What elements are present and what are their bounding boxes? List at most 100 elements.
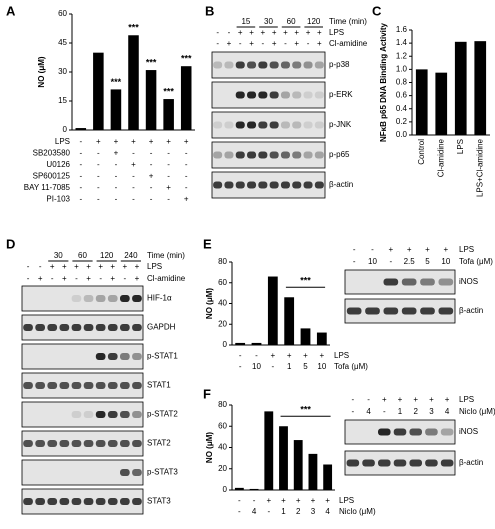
condition-sign: + xyxy=(398,395,403,404)
condition-sign: + xyxy=(135,274,140,283)
blot-band xyxy=(269,61,279,69)
bar xyxy=(264,411,274,490)
y-tick-label: 80 xyxy=(218,257,227,266)
condition-sign: + xyxy=(261,28,266,37)
blot-band xyxy=(71,411,82,418)
condition-name: U0126 xyxy=(46,160,70,169)
condition-sign: - xyxy=(307,39,310,48)
blot-band xyxy=(224,121,234,129)
blot-band xyxy=(346,307,362,315)
blot-band xyxy=(71,295,82,302)
blot-band xyxy=(247,151,257,159)
blot-frame xyxy=(344,298,456,324)
condition-sign: 1 xyxy=(287,362,292,371)
condition-sign: - xyxy=(239,362,242,371)
time-label: 15 xyxy=(241,17,250,26)
time-label: 60 xyxy=(78,251,87,260)
blot-band xyxy=(213,121,223,129)
condition-sign: - xyxy=(79,172,82,181)
condition-sign: 10 xyxy=(252,362,261,371)
blot-band xyxy=(83,324,94,331)
blot-band xyxy=(23,440,33,447)
condition-sign: - xyxy=(167,149,170,158)
condition-sign: - xyxy=(185,183,188,192)
condition-sign: - xyxy=(267,507,270,516)
condition-sign: + xyxy=(131,137,136,146)
condition-sign: 4 xyxy=(325,507,330,516)
blot-band xyxy=(235,181,245,189)
blot-band xyxy=(71,498,82,505)
condition-sign: + xyxy=(319,351,324,360)
blot-band xyxy=(224,181,234,189)
condition-sign: - xyxy=(185,149,188,158)
condition-sign: + xyxy=(123,262,128,271)
condition-sign: 4 xyxy=(445,407,450,416)
header-label: Time (min) xyxy=(329,17,367,26)
y-tick-label: 40 xyxy=(218,299,227,308)
condition-sign: + xyxy=(131,160,136,169)
condition-sign: - xyxy=(167,160,170,169)
condition-sign: - xyxy=(253,496,256,505)
blot-band xyxy=(23,382,33,389)
blot-band xyxy=(247,91,257,99)
bar xyxy=(435,72,448,135)
condition-sign: - xyxy=(150,195,153,204)
blot-band xyxy=(23,324,33,331)
blot-band xyxy=(440,428,454,436)
blot-band xyxy=(132,440,142,447)
condition-sign: - xyxy=(262,39,265,48)
blot-band xyxy=(420,307,435,315)
condition-sign: 10 xyxy=(317,362,326,371)
y-axis-label: NO (μM) xyxy=(205,288,214,319)
blot-band xyxy=(95,353,106,360)
condition-sign: + xyxy=(272,28,277,37)
condition-sign: + xyxy=(306,28,311,37)
condition-sign: - xyxy=(132,172,135,181)
y-tick-label: 20 xyxy=(218,464,227,473)
condition-sign: - xyxy=(238,507,241,516)
condition-name: LPS xyxy=(329,28,344,37)
significance-label: *** xyxy=(128,23,139,33)
blot-band xyxy=(83,498,94,505)
blot-band xyxy=(409,459,422,467)
band-label: β-actin xyxy=(459,306,483,315)
band-label: p-ERK xyxy=(329,90,353,99)
condition-sign: 2 xyxy=(413,407,418,416)
blot-band xyxy=(71,382,82,389)
blot-band xyxy=(224,151,234,159)
blot-band xyxy=(83,440,94,447)
y-tick-label: 0.8 xyxy=(396,78,408,87)
blot-band xyxy=(269,151,279,159)
blot-band xyxy=(95,324,106,331)
condition-sign: - xyxy=(132,195,135,204)
blot-band xyxy=(247,181,257,189)
time-label: 120 xyxy=(100,251,114,260)
condition-sign: - xyxy=(27,262,30,271)
band-label: p-STAT1 xyxy=(147,352,178,361)
blot-band xyxy=(303,121,313,129)
blot-band xyxy=(314,151,324,159)
condition-sign: - xyxy=(383,407,386,416)
blot-band xyxy=(120,382,130,389)
significance-label: *** xyxy=(146,57,157,67)
condition-sign: + xyxy=(149,172,154,181)
condition-name: Niclo (μM) xyxy=(459,407,495,416)
condition-sign: - xyxy=(271,362,274,371)
time-label: 30 xyxy=(264,17,273,26)
blot-band xyxy=(247,61,257,69)
condition-sign: + xyxy=(294,28,299,37)
bar xyxy=(474,41,487,135)
blot-band xyxy=(95,411,106,418)
blot-band xyxy=(280,181,290,189)
condition-sign: + xyxy=(281,496,286,505)
blot-band xyxy=(132,324,142,331)
condition-sign: + xyxy=(86,274,91,283)
condition-name: Cl-amidine xyxy=(329,39,368,48)
condition-name: LPS xyxy=(334,351,349,360)
header-label: Time (min) xyxy=(147,251,185,260)
blot-band xyxy=(107,498,118,505)
bar xyxy=(145,70,157,130)
blot-band xyxy=(292,61,302,69)
blot-band xyxy=(440,459,454,467)
condition-sign: 5 xyxy=(303,362,308,371)
